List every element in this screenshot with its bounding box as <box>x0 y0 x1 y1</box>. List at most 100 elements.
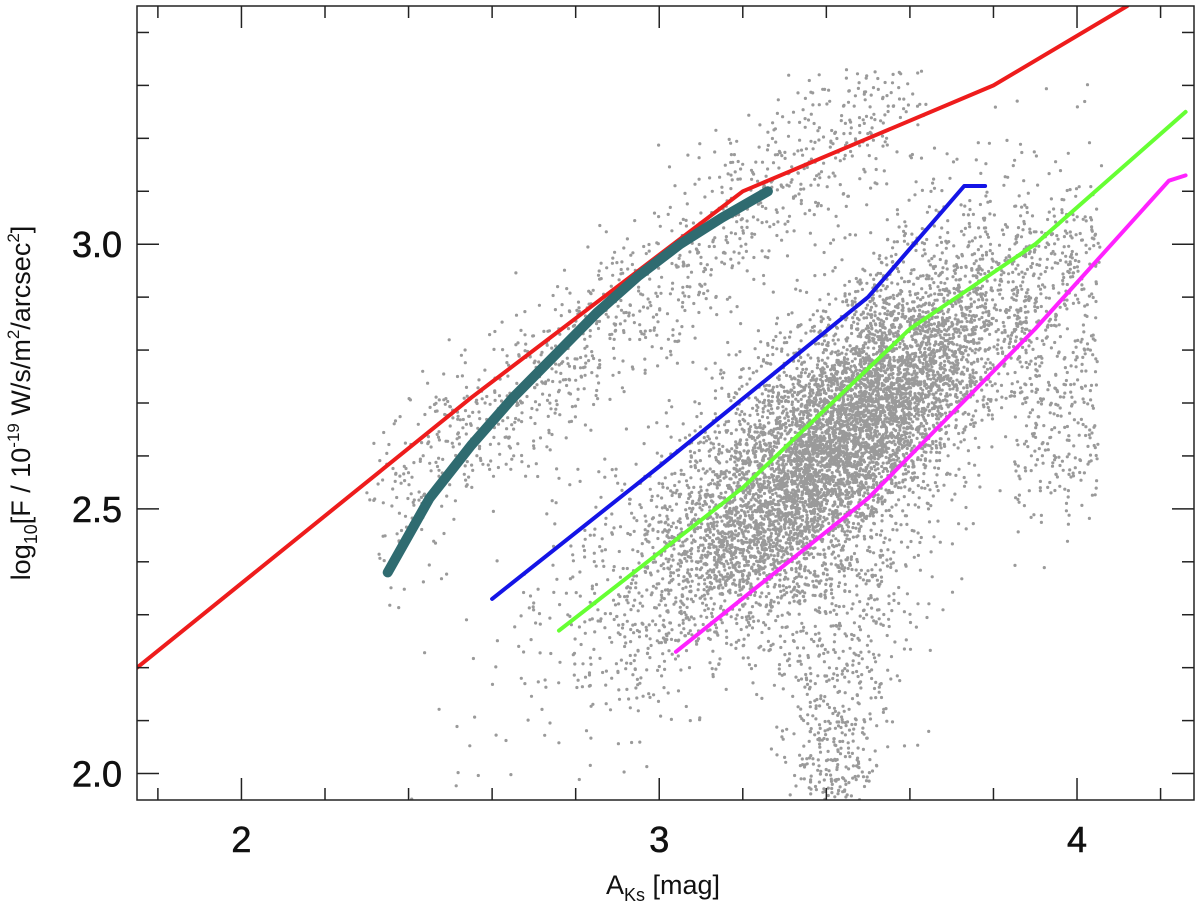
scatter-point <box>802 484 806 488</box>
scatter-point <box>604 683 608 687</box>
scatter-point <box>931 373 935 377</box>
scatter-point <box>708 637 712 642</box>
scatter-point <box>968 309 972 313</box>
scatter-point <box>1012 298 1016 302</box>
scatter-point <box>966 353 970 357</box>
scatter-point <box>739 627 743 632</box>
scatter-point <box>879 475 884 479</box>
scatter-point <box>794 397 798 401</box>
scatter-point <box>1033 301 1037 305</box>
scatter-point <box>854 310 858 314</box>
scatter-point <box>926 310 930 314</box>
scatter-point <box>979 326 983 330</box>
scatter-point <box>896 282 900 286</box>
scatter-point <box>928 488 932 492</box>
scatter-point <box>876 316 880 320</box>
scatter-point <box>724 510 729 514</box>
scatter-point <box>977 298 981 302</box>
scatter-point <box>827 521 831 526</box>
scatter-point <box>792 599 796 603</box>
scatter-point <box>679 631 683 635</box>
scatter-point <box>1077 185 1081 189</box>
scatter-point <box>935 243 939 247</box>
scatter-point <box>872 477 876 481</box>
scatter-point <box>909 440 913 444</box>
scatter-point <box>978 485 982 489</box>
scatter-point <box>577 625 582 629</box>
scatter-point <box>818 440 822 444</box>
scatter-point <box>690 579 694 583</box>
scatter-point <box>963 348 968 353</box>
scatter-point <box>793 500 797 504</box>
scatter-point <box>936 405 940 410</box>
scatter-point <box>844 369 848 373</box>
scatter-point <box>983 293 987 297</box>
scatter-point <box>694 639 699 644</box>
scatter-point <box>906 406 910 410</box>
scatter-point <box>873 404 877 408</box>
scatter-point <box>936 409 940 413</box>
scatter-point <box>926 507 931 511</box>
scatter-point <box>859 385 863 390</box>
scatter-point <box>863 491 867 495</box>
scatter-point <box>795 516 800 520</box>
scatter-point <box>971 212 976 216</box>
scatter-point <box>900 433 904 437</box>
scatter-point <box>846 422 850 426</box>
scatter-point <box>926 502 930 506</box>
scatter-point <box>722 476 726 480</box>
scatter-point <box>767 540 771 544</box>
scatter-point <box>1000 406 1004 410</box>
scatter-point <box>827 545 831 549</box>
scatter-point <box>994 319 999 323</box>
scatter-point <box>707 454 712 458</box>
scatter-point <box>936 489 940 493</box>
scatter-point <box>933 292 937 296</box>
scatter-point <box>640 542 644 546</box>
scatter-point <box>926 405 930 409</box>
scatter-point <box>821 571 826 575</box>
scatter-point <box>890 422 895 426</box>
scatter-point <box>871 498 876 502</box>
scatter-point <box>767 545 772 550</box>
scatter-point <box>872 521 876 525</box>
scatter-point <box>937 321 941 325</box>
scatter-point <box>739 569 744 574</box>
scatter-point <box>733 519 737 523</box>
scatter-point <box>786 459 790 463</box>
scatter-point <box>693 623 697 627</box>
scatter-point <box>846 357 850 361</box>
scatter-point <box>923 408 927 412</box>
scatter-point <box>715 520 719 524</box>
scatter-point <box>690 541 694 545</box>
scatter-point <box>962 386 966 390</box>
scatter-point <box>657 664 661 669</box>
scatter-point <box>629 581 634 586</box>
scatter-point <box>942 296 946 300</box>
scatter-point <box>911 359 915 363</box>
scatter-point <box>904 388 908 392</box>
scatter-point <box>710 611 714 616</box>
scatter-point <box>984 370 988 374</box>
scatter-point <box>674 596 678 600</box>
scatter-point <box>681 540 685 544</box>
scatter-point <box>897 292 901 296</box>
scatter-point <box>887 508 891 512</box>
scatter-point <box>648 656 652 660</box>
scatter-point <box>686 568 690 572</box>
scatter-point <box>728 547 732 551</box>
scatter-point <box>906 470 911 474</box>
scatter-point <box>832 457 836 461</box>
scatter-point <box>929 450 933 454</box>
scatter-point <box>856 327 860 331</box>
scatter-point <box>842 345 846 349</box>
scatter-point <box>1008 247 1012 251</box>
scatter-point <box>888 393 892 397</box>
scatter-point <box>699 536 703 540</box>
scatter-point <box>923 395 928 400</box>
scatter-point <box>756 494 761 498</box>
scatter-point <box>968 373 972 377</box>
scatter-point <box>920 486 924 490</box>
scatter-point <box>632 659 636 663</box>
scatter-point <box>884 488 888 492</box>
